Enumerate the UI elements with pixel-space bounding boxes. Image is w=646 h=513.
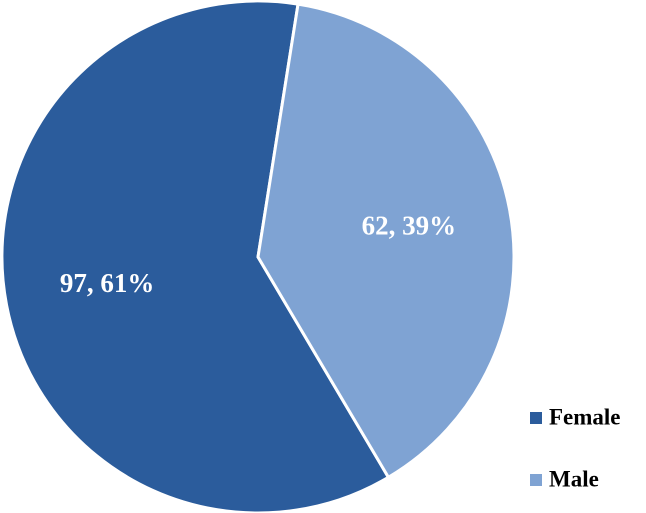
legend-label: Female [549,404,621,429]
pie-slice [256,2,516,480]
data-label: 97, 61% [60,268,155,298]
legend-swatch [530,474,542,486]
legend-swatch [530,412,542,424]
legend-label: Male [549,466,599,491]
data-label: 62, 39% [362,210,457,240]
